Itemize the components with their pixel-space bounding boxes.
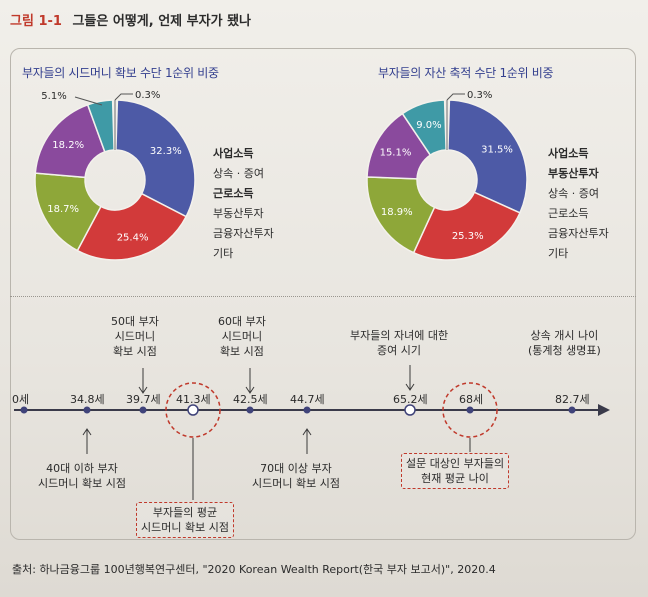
- slice-label: 32.3%: [150, 146, 182, 157]
- donut-chart-asset-accumulation: 31.5% 25.3% 18.9% 15.1% 9.0% 0.3%: [366, 90, 528, 261]
- figure-title: 그림 1-1 그들은 어떻게, 언제 부자가 됐나: [10, 10, 251, 29]
- slice-leader: [74, 96, 103, 106]
- chart1-title: 부자들의 시드머니 확보 수단 1순위 비중: [22, 66, 219, 80]
- legend2-item: 금융자산투자: [548, 227, 609, 240]
- arrow-down-head: [138, 386, 148, 394]
- small-slice-leader: [446, 93, 465, 101]
- slice-label: 5.1%: [41, 91, 66, 102]
- figure-title-text: 그들은 어떻게, 언제 부자가 됐나: [72, 14, 251, 29]
- timeline-dot: [303, 406, 311, 414]
- timeline-dot-gift: [404, 404, 416, 416]
- slice-label: 31.5%: [481, 145, 513, 156]
- slice-label: 25.4%: [117, 232, 149, 243]
- timeline-arrowhead: [598, 404, 610, 416]
- arrow-down-head: [245, 386, 255, 394]
- age-label: 41.3세: [176, 393, 211, 406]
- note-60s-seed: 60대 부자 시드머니 확보 시점: [218, 315, 266, 358]
- note-gift-timing: 부자들의 자녀에 대한 증여 시기: [350, 329, 449, 357]
- age-label: 34.8세: [70, 393, 105, 406]
- chart2-title: 부자들의 자산 축적 수단 1순위 비중: [378, 66, 554, 80]
- age-label: 0세: [12, 393, 30, 406]
- age-label: 68세: [459, 393, 484, 406]
- timeline-dot: [83, 406, 91, 414]
- box-average-seed-time: 부자들의 평균 시드머니 확보 시점: [136, 502, 234, 538]
- figure-number: 그림 1-1: [10, 14, 62, 29]
- legend2-item: 상속 · 증여: [548, 187, 599, 200]
- slice-label: 18.7%: [47, 204, 79, 215]
- box-current-average-age: 설문 대상인 부자들의 현재 평균 나이: [401, 453, 510, 489]
- arrow-up-head: [82, 428, 92, 436]
- timeline-dot: [20, 406, 28, 414]
- legend2-item: 사업소득: [548, 147, 589, 160]
- legend1-item: 근로소득: [213, 187, 254, 200]
- legend1-item: 상속 · 증여: [213, 167, 264, 180]
- small-slice-leader: [114, 93, 133, 101]
- donut-slice: [401, 99, 447, 157]
- donut-slice: [76, 192, 188, 261]
- slice-label: 18.2%: [52, 140, 84, 151]
- donut-slice: [447, 99, 528, 214]
- arrow-up-head: [302, 428, 312, 436]
- timeline-dot: [139, 406, 147, 414]
- legend2-item: 기타: [548, 247, 569, 260]
- legend1-item: 금융자산투자: [213, 227, 274, 240]
- timeline-dot: [466, 406, 474, 414]
- age-label: 82.7세: [555, 393, 590, 406]
- source-note: 출처: 하나금융그룹 100년행복연구센터, "2020 Korean Weal…: [12, 563, 496, 576]
- note-40s-seed: 40대 이하 부자 시드머니 확보 시점: [38, 462, 126, 490]
- legend2-item: 근로소득: [548, 207, 589, 220]
- note-inheritance-age: 상속 개시 나이 (통계청 생명표): [528, 329, 601, 357]
- small-slice-label: 0.3%: [135, 90, 160, 101]
- highlight-circle-average: [165, 382, 221, 438]
- slice-label: 25.3%: [452, 231, 484, 242]
- slice-label: 9.0%: [416, 120, 441, 131]
- note-70s-seed: 70대 이상 부자 시드머니 확보 시점: [252, 462, 340, 490]
- donut-slice: [34, 172, 102, 252]
- legend1-item: 사업소득: [213, 147, 254, 160]
- donut-slice: [115, 99, 196, 218]
- donut-slice: [366, 176, 436, 254]
- legend1-item: 기타: [213, 247, 234, 260]
- timeline-dot: [568, 406, 576, 414]
- age-label: 65.2세: [393, 393, 428, 406]
- small-slice-label: 0.3%: [467, 90, 492, 101]
- slice-label: 15.1%: [380, 147, 412, 158]
- age-label: 39.7세: [126, 393, 161, 406]
- donut-slice: [86, 99, 115, 153]
- arrow-down-head: [405, 383, 415, 391]
- slice-label: 18.9%: [381, 207, 413, 218]
- timeline-dot: [246, 406, 254, 414]
- legend1-item: 부동산투자: [213, 207, 264, 220]
- donut-slice: [412, 191, 521, 261]
- donut-chart-seed-money: 32.3% 25.4% 18.7% 18.2% 5.1% 0.3%: [34, 90, 196, 261]
- figure-panel: [10, 48, 636, 540]
- note-50s-seed: 50대 부자 시드머니 확보 시점: [111, 315, 159, 358]
- age-label: 42.5세: [233, 393, 268, 406]
- panel-divider: [10, 296, 636, 297]
- age-label: 44.7세: [290, 393, 325, 406]
- legend2-item: 부동산투자: [548, 167, 599, 180]
- donut-slice: [34, 103, 106, 179]
- highlight-circle-current-age: [442, 382, 498, 438]
- timeline-dot-average: [187, 404, 199, 416]
- chart1-legend: 사업소득 상속 · 증여 근로소득 부동산투자 금융자산투자 기타: [213, 144, 274, 264]
- chart2-legend: 사업소득 부동산투자 상속 · 증여 근로소득 금융자산투자 기타: [548, 144, 609, 264]
